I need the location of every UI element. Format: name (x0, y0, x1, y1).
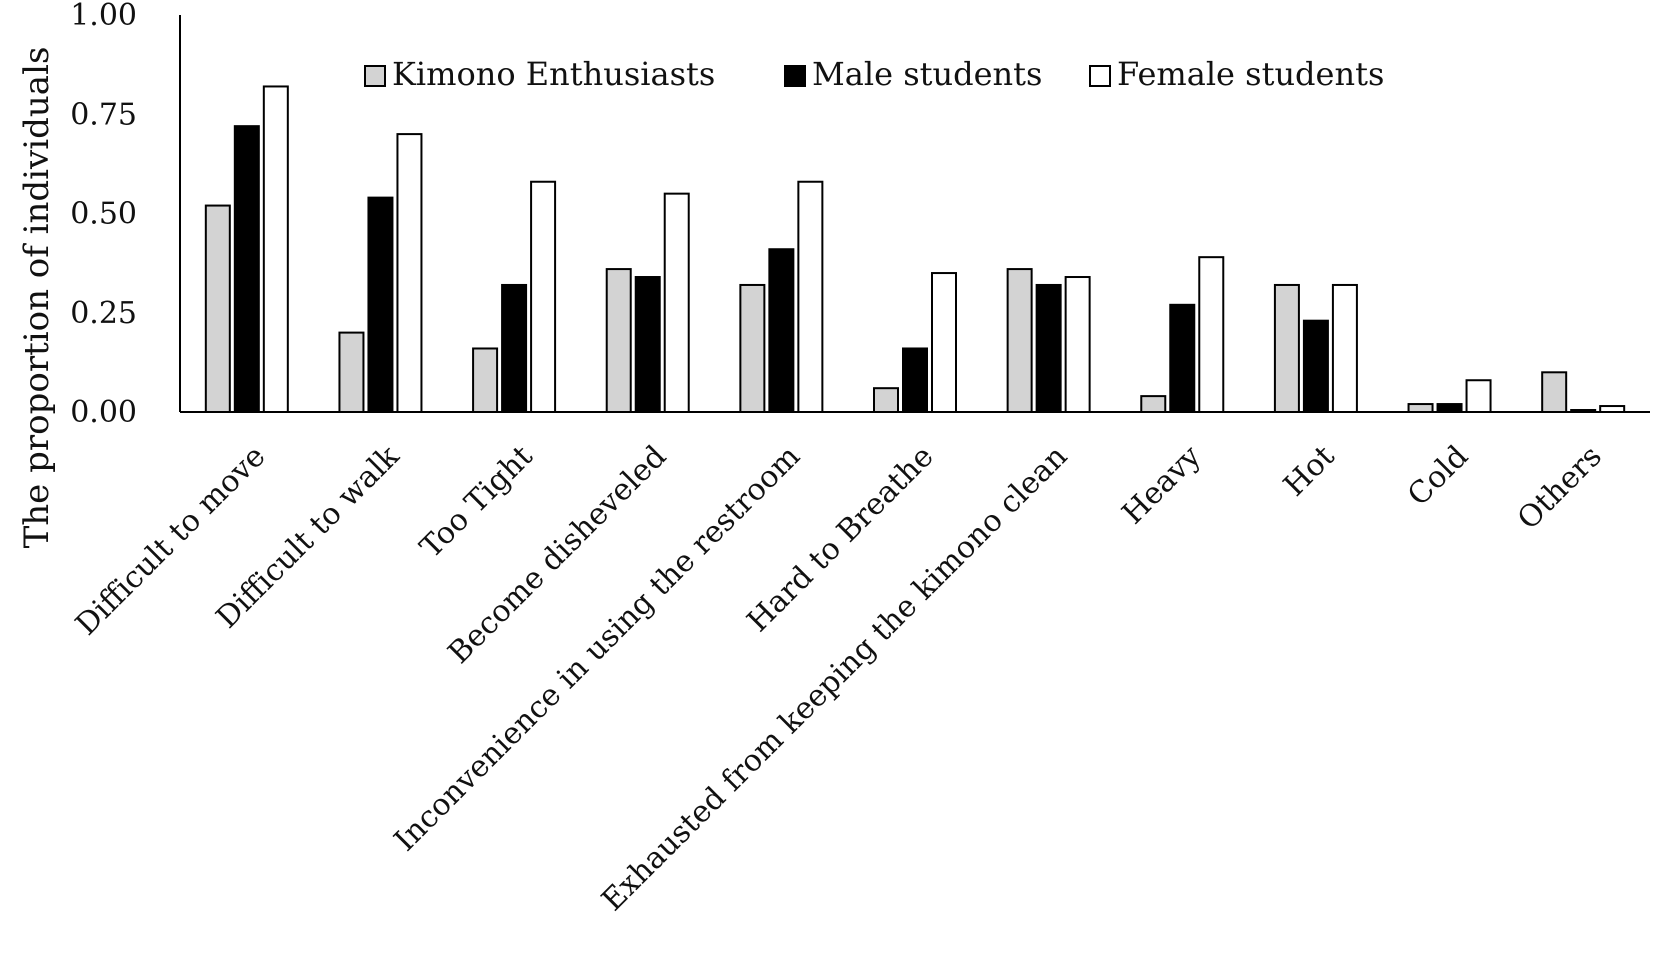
x-tick-label: Cold (1401, 439, 1475, 513)
legend-label: Kimono Enthusiasts (392, 55, 715, 93)
bar (1302, 319, 1329, 413)
bar (663, 192, 690, 413)
legend-swatch (364, 65, 386, 87)
bar (1064, 276, 1091, 413)
y-tick-label: 0.25 (70, 296, 137, 331)
bar (739, 283, 766, 413)
bar (1465, 379, 1492, 413)
bar (1035, 283, 1062, 413)
axes: 0.00 0.25 0.50 0.75 1.00 (70, 0, 1650, 430)
bar (797, 180, 824, 413)
legend-label: Male students (812, 55, 1042, 93)
bar (1273, 283, 1300, 413)
y-tick-label: 0.50 (70, 197, 137, 232)
x-tick-label: Heavy (1116, 439, 1208, 531)
x-tick-label: Too Tight (414, 439, 540, 565)
bar (873, 387, 899, 413)
y-tick-label: 0.75 (70, 97, 137, 132)
x-tick-label: Exhausted from keeping the kimono clean (595, 439, 1074, 918)
bar (1436, 403, 1463, 413)
bar (634, 276, 661, 413)
bar (338, 331, 365, 414)
x-tick-label: Hot (1277, 439, 1342, 504)
bar (1570, 409, 1597, 414)
bar (233, 125, 260, 413)
bar (204, 204, 231, 413)
y-axis-title: The proportion of individuals (17, 47, 57, 549)
bars (204, 85, 1626, 414)
legend-swatch (1089, 65, 1111, 87)
x-tick-label: Others (1511, 439, 1609, 537)
y-tick-label: 1.00 (70, 0, 137, 33)
legend-swatch (784, 65, 806, 87)
bar (768, 248, 795, 413)
bar (1331, 283, 1358, 413)
legend-label: Female students (1117, 55, 1384, 93)
bar (1169, 303, 1196, 413)
y-tick-label: 0.00 (70, 395, 137, 430)
bar (1407, 403, 1434, 413)
bar (501, 283, 528, 413)
bar (902, 347, 928, 414)
bar (262, 85, 289, 414)
bar (1599, 405, 1626, 414)
bar (367, 196, 394, 413)
bar (472, 347, 499, 414)
x-tick-label: Become disheveled (441, 439, 673, 671)
bar (931, 272, 957, 413)
bar (396, 133, 423, 413)
bar (605, 268, 632, 413)
bar (1541, 371, 1568, 413)
bar (530, 180, 557, 413)
bar (1198, 256, 1225, 414)
bar (1006, 268, 1033, 413)
bar (1140, 395, 1167, 413)
legend: Kimono Enthusiasts Male students Female st… (364, 55, 1384, 93)
